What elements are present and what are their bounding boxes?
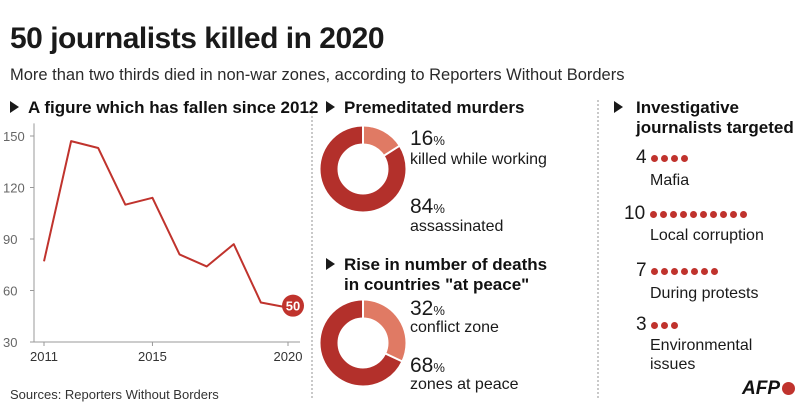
slice-label: assassinated (410, 218, 504, 235)
investigative-title: Investigative journalists targeted (636, 98, 794, 138)
dot-marker (651, 322, 659, 330)
investigative-row-environment: 3 (636, 315, 681, 335)
investigative-label-line: issues (650, 356, 696, 373)
section-arrow-icon (614, 101, 623, 113)
dot-marker (661, 322, 669, 330)
dot-marker (689, 211, 697, 219)
x-tick-label: 2020 (274, 349, 303, 364)
investigative-label: Mafia (650, 172, 690, 189)
donut1-title: Premeditated murders (344, 98, 525, 117)
section-arrow-icon (326, 258, 335, 270)
investigative-label: Environmental issues (650, 336, 752, 374)
afp-logo-dot-icon (782, 382, 795, 395)
slice-unit: % (433, 303, 445, 318)
dot-marker (659, 211, 667, 219)
donut-chart-peace (320, 299, 406, 386)
slice-label: conflict zone (410, 319, 499, 336)
slice-label: zones at peace (410, 376, 519, 393)
slice-big-value: 84% (410, 196, 445, 218)
investigative-label-line: Environmental (650, 337, 753, 354)
investigative-label: During protests (650, 285, 759, 302)
dot-marker (671, 155, 679, 163)
investigative-count: 7 (636, 260, 647, 281)
line-chart: 30 60 90 120 150 2011 2015 2020 50 (3, 123, 304, 364)
series-line (43, 140, 289, 309)
y-tick-label: 150 (3, 129, 25, 144)
investigative-dots (649, 206, 750, 223)
section-arrow-icon (10, 101, 19, 113)
investigative-label: Local corruption (650, 227, 764, 244)
donut2-title-line: Rise in number of deaths (344, 255, 548, 274)
y-tick-label: 90 (3, 232, 17, 247)
slice-big-value: 16% (410, 128, 445, 150)
end-value-label: 50 (286, 299, 300, 314)
slice-value: 84 (410, 195, 434, 218)
slice-separator (383, 144, 401, 157)
y-tick-label: 30 (3, 335, 17, 350)
investigative-dots (651, 263, 721, 280)
y-tick-label: 120 (3, 181, 25, 196)
dot-marker (661, 268, 669, 276)
dot-marker (681, 155, 689, 163)
dot-marker (709, 211, 717, 219)
afp-logo: AFP (742, 378, 795, 400)
dot-marker (739, 211, 747, 219)
dot-marker (681, 268, 689, 276)
investigative-row-protests: 7 (636, 261, 721, 281)
investigative-dots (651, 150, 691, 167)
investigative-count: 3 (636, 314, 647, 335)
investigative-row-corruption: 10 (624, 204, 750, 224)
slice-unit: % (433, 201, 445, 216)
dot-marker (679, 211, 687, 219)
investigative-row-mafia: 4 (636, 148, 691, 168)
dot-marker (651, 268, 659, 276)
dot-marker (661, 155, 669, 163)
dot-marker (711, 268, 719, 276)
slice-value: 32 (410, 297, 434, 320)
column-divider (597, 100, 599, 398)
dot-marker (691, 268, 699, 276)
page-title: 50 journalists killed in 2020 (10, 22, 385, 55)
x-tick-label: 2011 (30, 349, 58, 364)
afp-logo-text: AFP (742, 378, 780, 399)
dot-marker (651, 155, 659, 163)
slice-unit: % (433, 360, 445, 375)
dot-marker (669, 211, 677, 219)
end-value-bubble (282, 294, 304, 317)
page-subtitle: More than two thirds died in non-war zon… (10, 66, 625, 84)
donut2-title-line: in countries "at peace" (344, 275, 530, 294)
slice-value: 16 (410, 127, 434, 150)
sources-note: Sources: Reporters Without Borders (10, 387, 219, 402)
dot-marker (729, 211, 737, 219)
investigative-dots (651, 317, 681, 334)
dot-marker (671, 322, 679, 330)
investigative-count: 4 (636, 147, 647, 168)
section-arrow-icon (326, 101, 335, 113)
line-chart-title: A figure which has fallen since 2012 (28, 98, 319, 117)
y-tick-label: 60 (3, 284, 17, 299)
slice-value: 68 (410, 354, 434, 377)
dot-marker (699, 211, 707, 219)
slice-big-value: 32% (410, 298, 445, 320)
column-divider (311, 100, 313, 398)
dot-marker (649, 211, 657, 219)
investigative-title-line: Investigative (636, 98, 739, 117)
x-tick-label: 2015 (138, 349, 167, 364)
slice-big-value: 68% (410, 355, 445, 377)
slice-separator (384, 352, 403, 363)
dot-marker (719, 211, 727, 219)
dot-marker (701, 268, 709, 276)
investigative-title-line: journalists targeted (636, 118, 794, 137)
dot-marker (671, 268, 679, 276)
investigative-count: 10 (624, 203, 646, 224)
donut-chart-premeditated (320, 125, 406, 212)
slice-unit: % (433, 133, 445, 148)
donut2-title: Rise in number of deaths in countries "a… (344, 255, 547, 295)
slice-label: killed while working (410, 151, 547, 168)
